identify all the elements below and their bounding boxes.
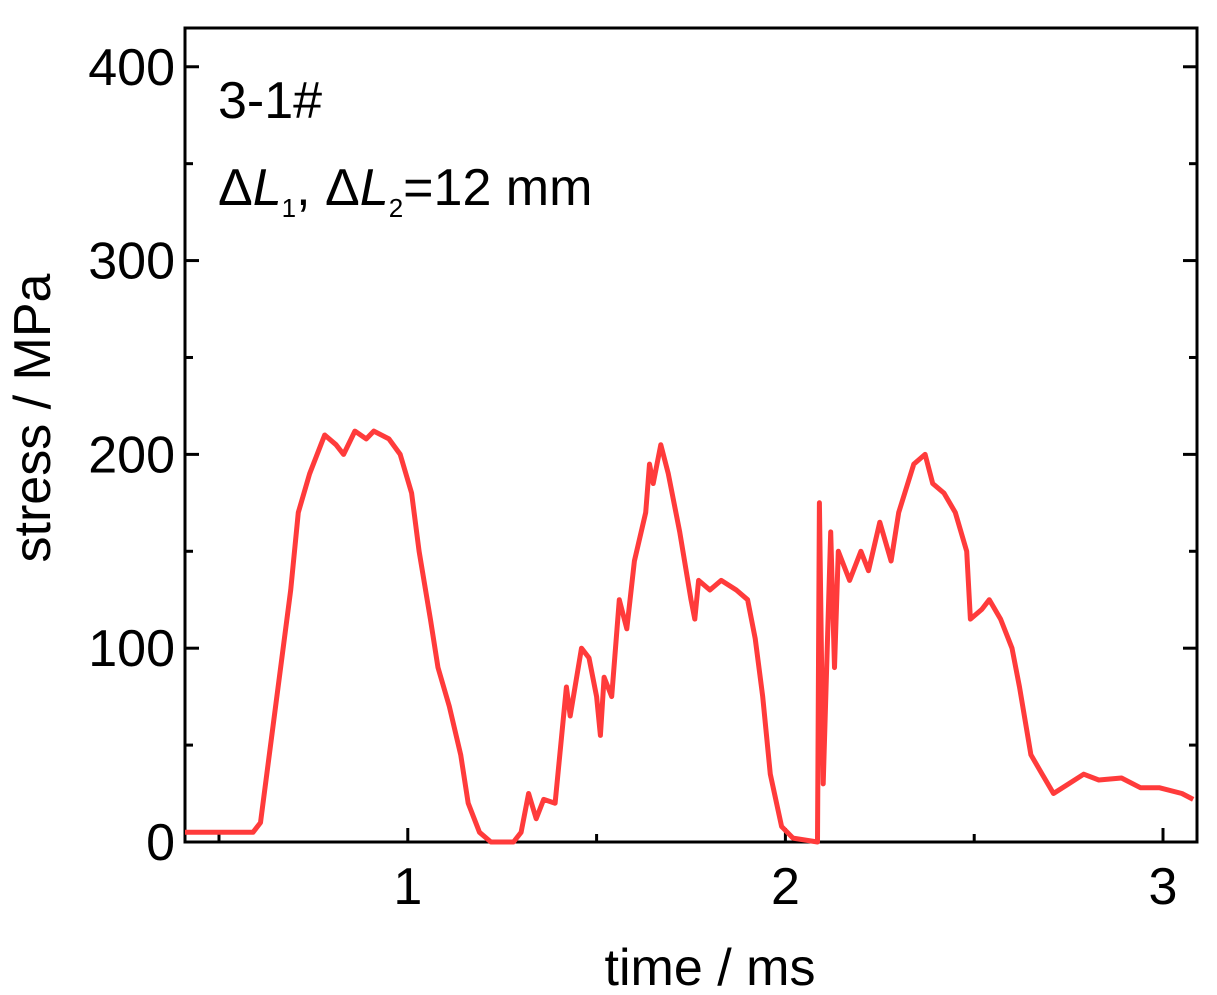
y-tick-label: 0	[146, 814, 175, 872]
x-tick-label: 2	[771, 858, 800, 916]
y-tick-label: 300	[88, 233, 175, 291]
annotation: ΔL1, ΔL2=12 mm	[218, 159, 592, 223]
y-tick-label: 200	[88, 426, 175, 484]
x-tick-label: 1	[393, 858, 422, 916]
annotation-part: 2	[389, 193, 403, 223]
annotation-part: Δ	[218, 159, 253, 217]
x-axis-title: time / ms	[605, 939, 816, 990]
x-tick-label: 3	[1149, 858, 1178, 916]
annotation-part: =12 mm	[403, 159, 592, 217]
plot-frame	[183, 26, 1199, 844]
y-tick-label: 100	[88, 620, 175, 678]
y-axis-title: stress / MPa	[4, 273, 62, 562]
annotation-part: 1	[282, 193, 296, 223]
y-tick-label: 400	[88, 39, 175, 97]
annotation-part: L	[253, 159, 282, 217]
data-line	[185, 428, 1195, 845]
annotation-part: L	[360, 159, 389, 217]
annotation: 3-1#	[218, 72, 322, 130]
annotation-part: , Δ	[296, 159, 360, 217]
